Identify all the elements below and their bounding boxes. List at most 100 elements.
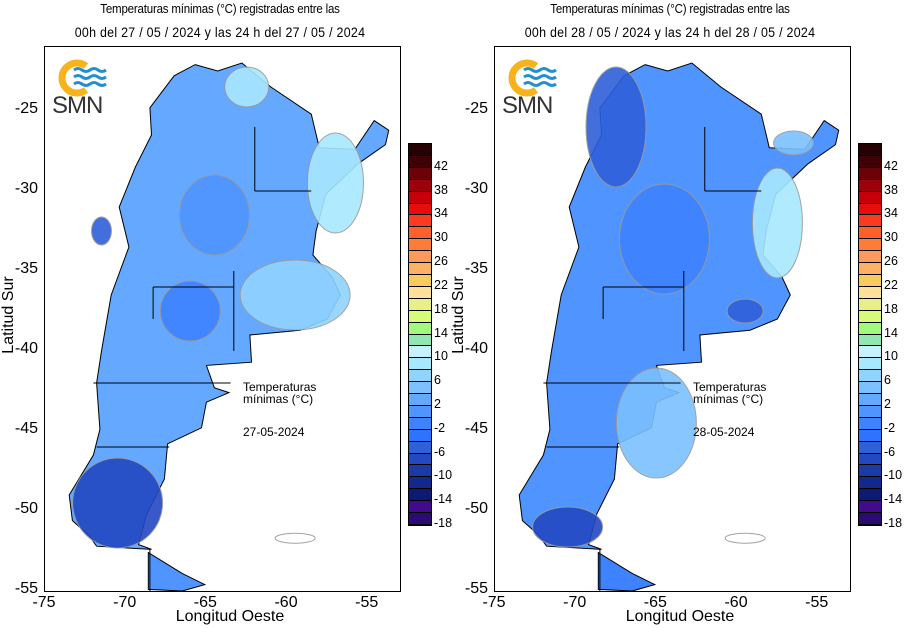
annotation-date: 27-05-2024 <box>243 425 305 439</box>
colorbar-segment <box>859 322 881 335</box>
colorbar <box>858 143 882 526</box>
warm-zone-north <box>224 66 270 108</box>
colorbar-segment <box>859 453 881 466</box>
colorbar-label: 18 <box>434 301 448 316</box>
y-tick-label: -50 <box>464 500 488 517</box>
annotation-title: Temperaturas mínimas (°C) <box>243 381 316 405</box>
colorbar-label: 14 <box>884 325 898 340</box>
colorbar-segment <box>409 298 431 311</box>
map-area <box>494 46 851 592</box>
colorbar-label: 14 <box>434 325 448 340</box>
colorbar-label: -10 <box>884 468 903 483</box>
x-tick-label: -55 <box>355 594 379 611</box>
colorbar-segment <box>409 441 431 454</box>
colorbar <box>408 143 432 526</box>
colorbar-segment <box>409 394 431 406</box>
colorbar-segment <box>409 286 431 299</box>
colorbar-segment <box>859 382 881 395</box>
mild-zone-misiones <box>773 130 815 156</box>
colorbar-label: -14 <box>434 492 453 507</box>
colorbar-segment <box>859 513 881 525</box>
colorbar-label: 42 <box>434 158 448 173</box>
y-tick-label: -50 <box>14 500 38 517</box>
colorbar-segment <box>409 358 431 371</box>
x-tick-label: -70 <box>563 594 587 611</box>
cold-zone-northwest <box>585 66 647 188</box>
colorbar-label: -18 <box>884 516 903 530</box>
colorbar-label: 30 <box>884 230 898 245</box>
colorbar-segment <box>409 144 431 156</box>
smn-logo-icon <box>508 59 557 97</box>
colorbar-segment <box>859 501 881 514</box>
x-tick-label: -65 <box>193 594 217 611</box>
colorbar-label: -2 <box>434 420 446 435</box>
colorbar-segment <box>859 417 881 430</box>
map-panel-day2: Temperaturas mínimas (°C) registradas en… <box>450 0 909 628</box>
x-tick-label: -55 <box>805 594 829 611</box>
colorbar-segment <box>409 477 431 490</box>
colorbar-segment <box>409 489 431 502</box>
colorbar-segment <box>859 346 881 359</box>
colorbar-segment <box>859 263 881 275</box>
map-title-line2: 00h del 28 / 05 / 2024 y las 24 h del 28… <box>524 25 816 40</box>
tierra-del-fuego-region <box>147 551 207 591</box>
colorbar-segment <box>409 501 431 514</box>
colorbar-segment <box>409 453 431 466</box>
y-tick-label: -30 <box>14 180 38 197</box>
colorbar-segment <box>409 215 431 228</box>
colorbar-segment <box>859 405 881 418</box>
colorbar-label: 34 <box>434 206 448 221</box>
colorbar-label: -18 <box>434 516 453 530</box>
colorbar-segment <box>409 274 431 287</box>
cool-zone-center <box>178 174 250 256</box>
colorbar-label: 34 <box>884 206 898 221</box>
colorbar-segment <box>859 477 881 490</box>
colorbar-segment <box>859 167 881 180</box>
cold-zone-cuyo <box>90 216 112 246</box>
x-tick-label: -60 <box>724 594 748 611</box>
colorbar-segment <box>859 489 881 502</box>
colorbar-label: 6 <box>434 373 441 388</box>
argentina-map <box>68 62 390 591</box>
colorbar-segment <box>859 441 881 454</box>
colorbar-segment <box>409 227 431 240</box>
colorbar-label: 6 <box>884 373 891 388</box>
y-axis-label: Latitud Sur <box>0 276 17 354</box>
annotation-line1: Temperaturas <box>243 380 317 394</box>
colorbar-segment <box>409 179 431 192</box>
colorbar-label: 42 <box>884 158 898 173</box>
colorbar-segment <box>409 370 431 383</box>
argentina-map <box>518 62 840 591</box>
cold-zone-santa-cruz <box>532 506 604 548</box>
annotation-title: Temperaturas mínimas (°C) <box>693 381 766 405</box>
colorbar-label: -6 <box>884 444 896 459</box>
map-panel-day1: Temperaturas mínimas (°C) registradas en… <box>0 2 453 625</box>
x-axis-label: Longitud Oeste <box>175 608 285 625</box>
colorbar-label: 2 <box>884 396 891 411</box>
x-tick-label: -65 <box>643 594 667 611</box>
malvinas-islands <box>724 532 766 544</box>
annotation-line2: mínimas (°C) <box>243 392 314 406</box>
colorbar-segment <box>409 239 431 252</box>
colorbar-segment <box>409 322 431 335</box>
mild-zone-pampa <box>239 259 351 331</box>
colorbar-segment <box>859 334 881 347</box>
tierra-del-fuego-region <box>597 551 657 591</box>
colorbar-segment <box>409 465 431 478</box>
colorbar-segment <box>409 513 431 525</box>
cool-spot-buenos-aires <box>726 298 764 324</box>
map-area <box>44 46 401 592</box>
smn-logo: SMN <box>52 58 112 123</box>
colorbar-segment <box>409 191 431 204</box>
warm-zone-litoral <box>751 167 803 279</box>
x-tick-label: -70 <box>113 594 137 611</box>
y-axis-label: Latitud Sur <box>450 276 467 354</box>
colorbar-label: 38 <box>884 182 898 197</box>
colorbar-segment <box>409 417 431 430</box>
colorbar-label: 10 <box>434 349 448 364</box>
cool-zone-center <box>618 183 710 295</box>
colorbar-segment <box>409 167 431 180</box>
colorbar-segment <box>859 215 881 228</box>
mild-zone-patagonia-coast <box>615 367 697 479</box>
colorbar-segment <box>859 227 881 240</box>
